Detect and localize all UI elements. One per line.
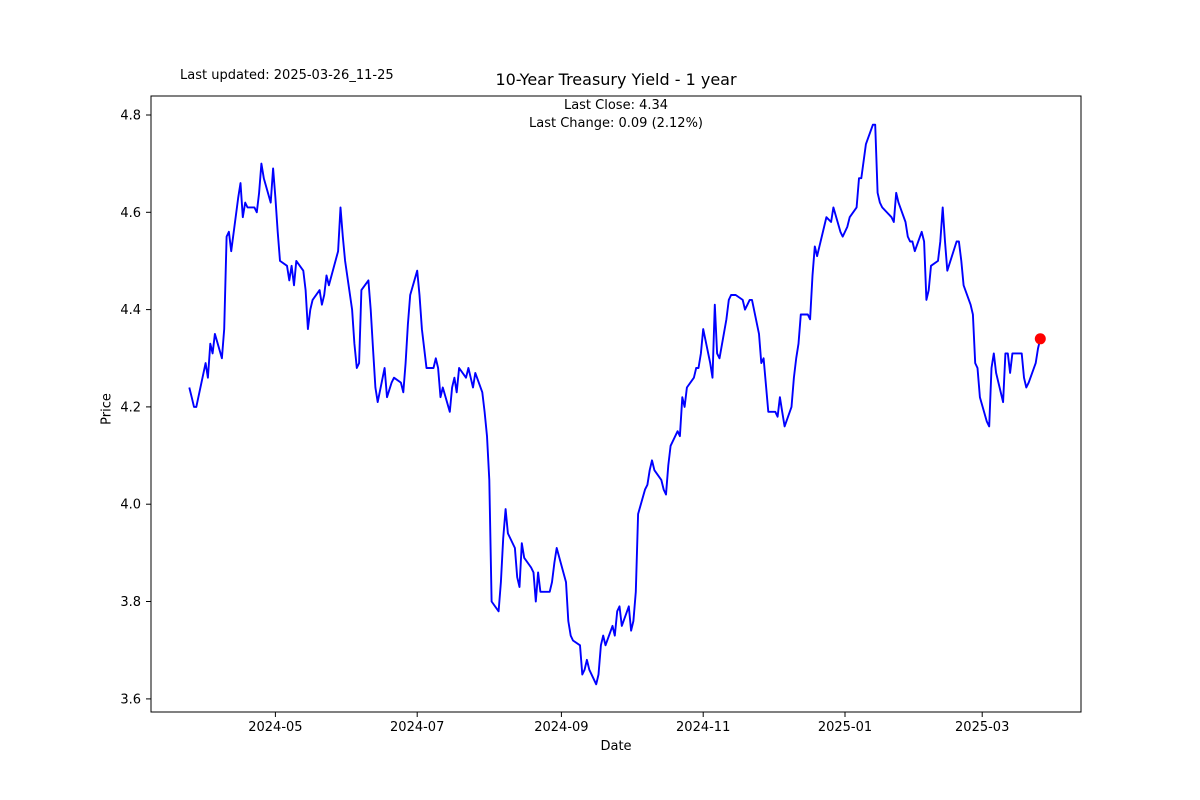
x-tick-label: 2024-05 (248, 720, 302, 735)
plot-frame (150, 95, 1082, 713)
chart-title: 10-Year Treasury Yield - 1 year (495, 70, 737, 89)
x-tick-label: 2024-09 (534, 720, 588, 735)
subtitle-last-close: Last Close: 4.34 (563, 98, 669, 113)
y-tick-label: 4.4 (120, 303, 141, 318)
x-tick-label: 2024-11 (676, 720, 730, 735)
yield-line-series (188, 123, 1042, 686)
last-close-marker (1034, 333, 1046, 345)
x-tick-label: 2025-01 (818, 720, 872, 735)
last-updated-text: Last updated: 2025-03-26_11-25 (180, 68, 394, 83)
y-tick-label: 3.8 (120, 595, 141, 610)
x-tick-label: 2025-03 (955, 720, 1009, 735)
y-tick-label: 4.6 (120, 206, 141, 221)
subtitle-last-change: Last Change: 0.09 (2.12%) (528, 116, 704, 131)
y-tick-label: 3.6 (120, 692, 141, 707)
x-tick-label: 2024-07 (390, 720, 444, 735)
x-axis-label: Date (600, 739, 632, 754)
y-tick-label: 4.0 (120, 498, 141, 513)
y-tick-label: 4.8 (120, 109, 141, 124)
y-tick-label: 4.2 (120, 400, 141, 415)
